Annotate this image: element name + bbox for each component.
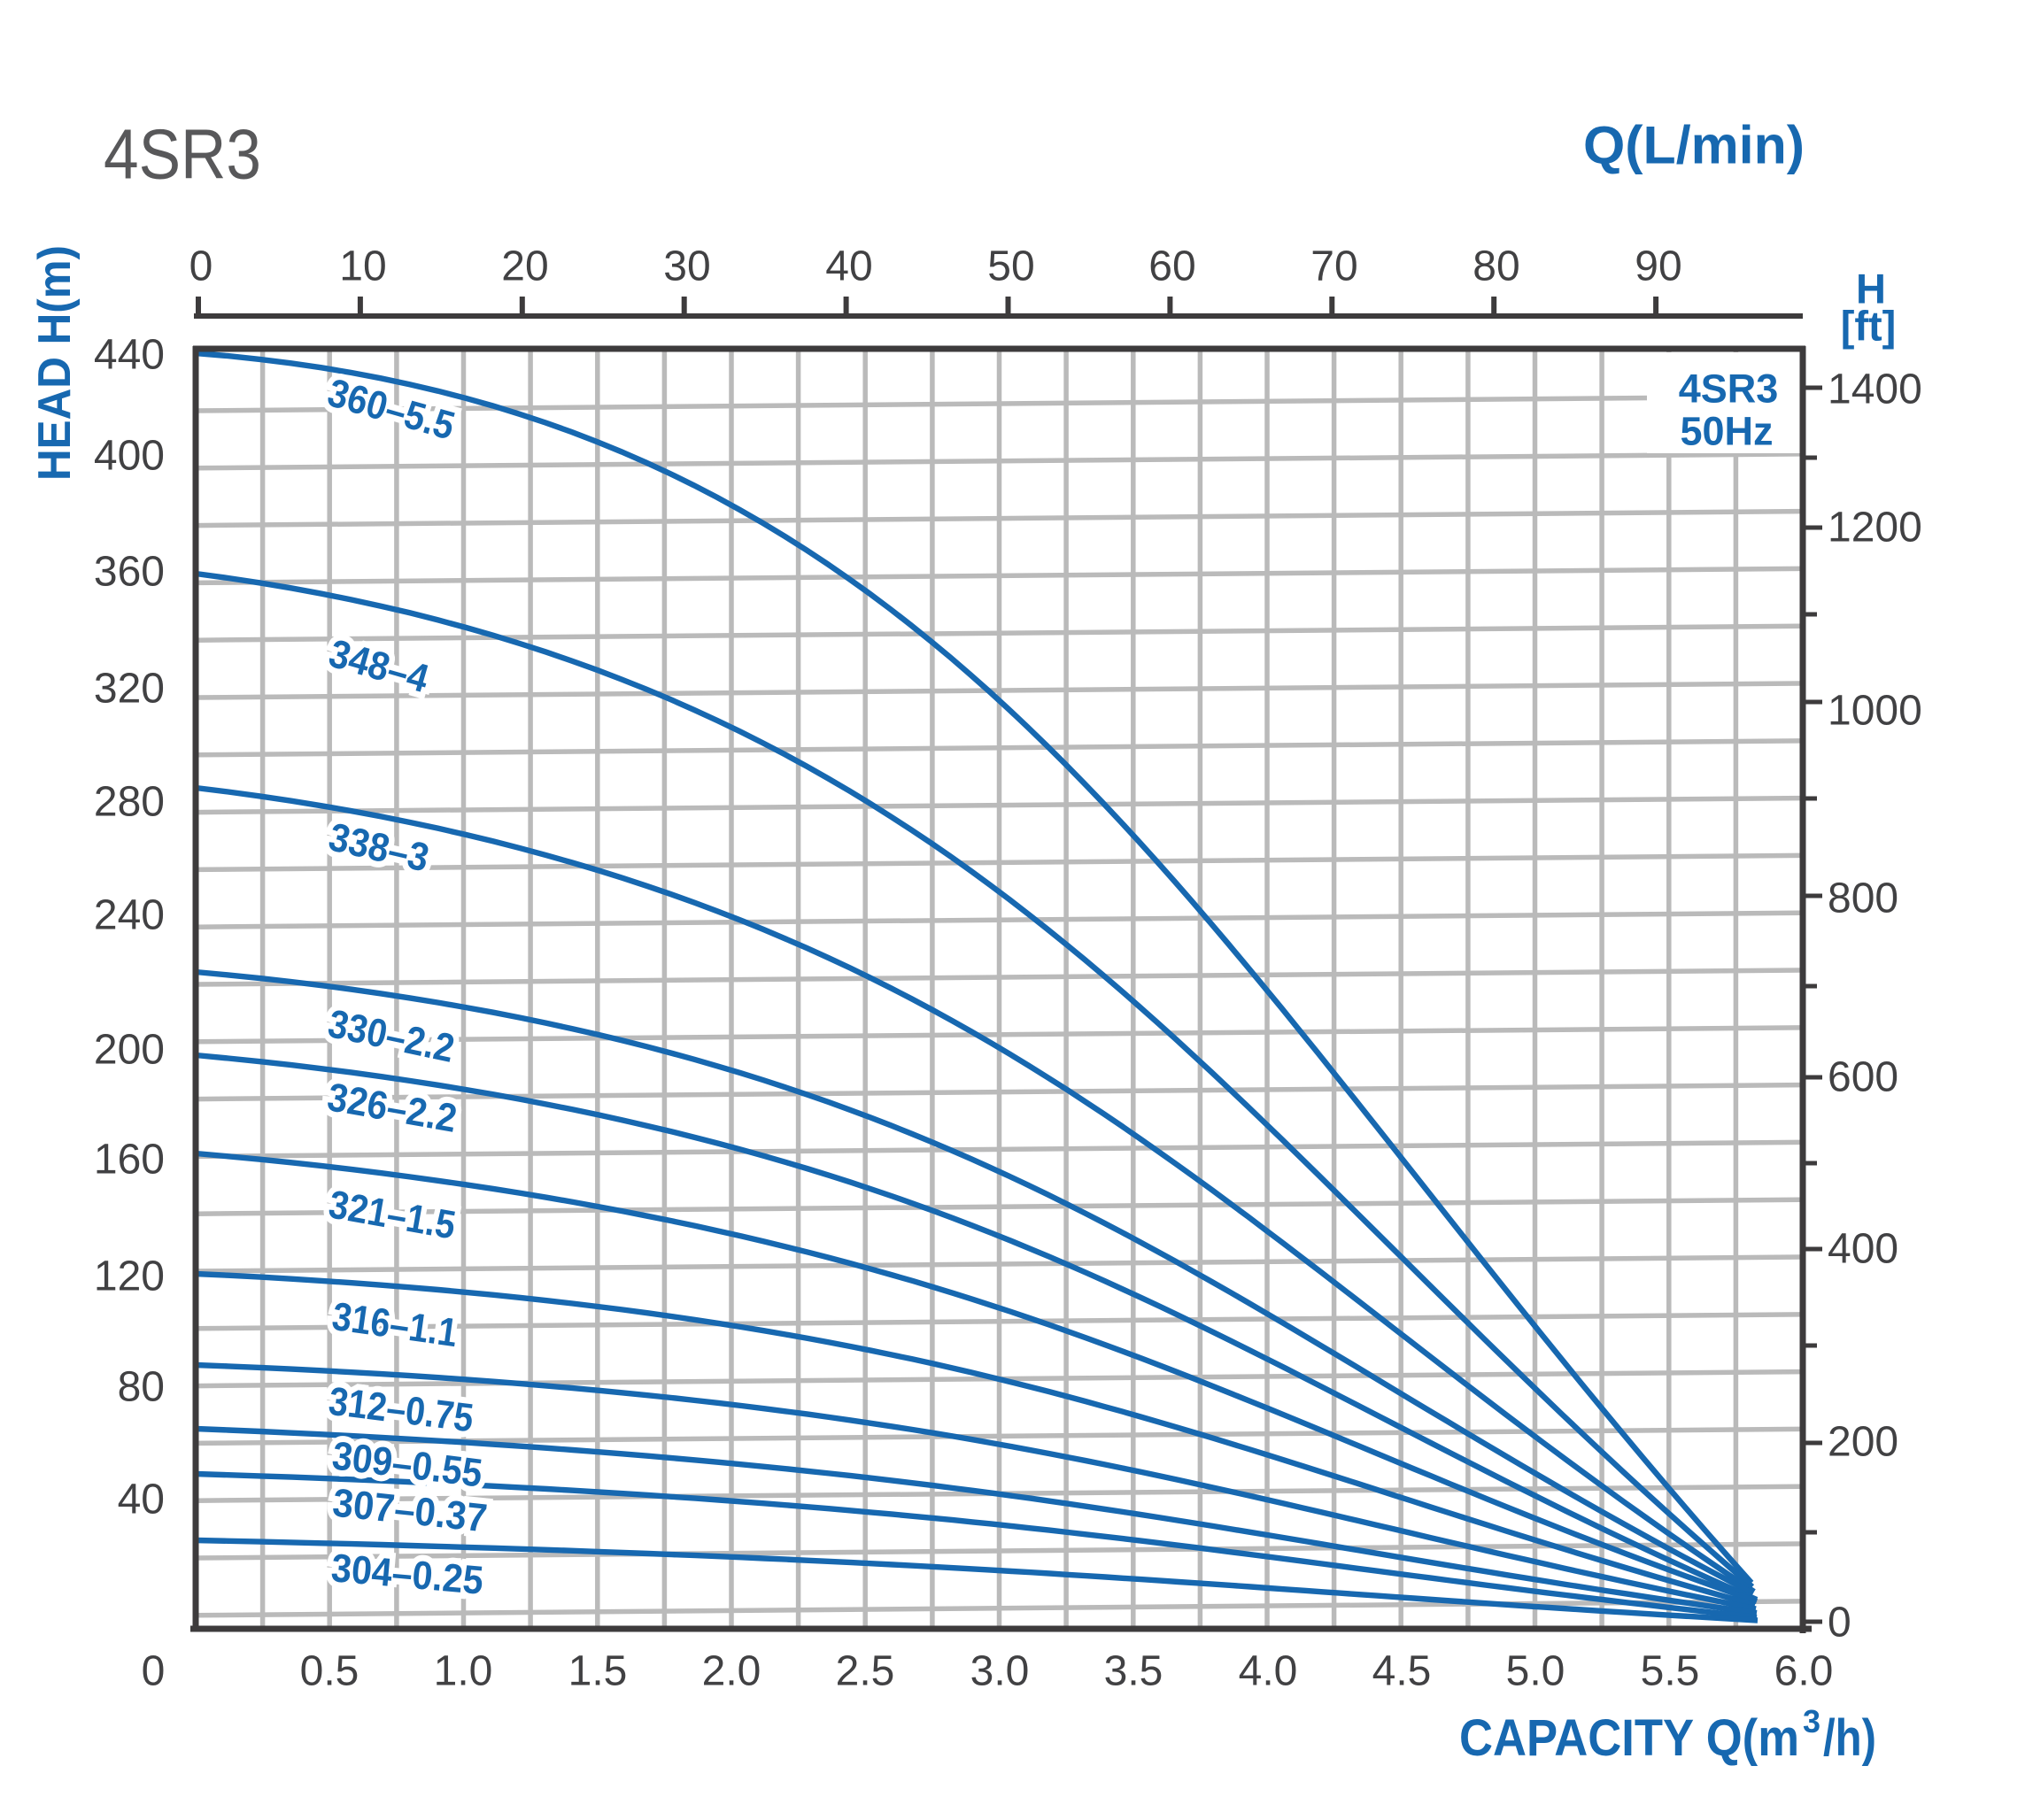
svg-text:2.5: 2.5 [836,1648,895,1695]
svg-text:1.5: 1.5 [568,1648,628,1695]
svg-text:1400: 1400 [1828,366,1922,413]
svg-text:/h): /h) [1823,1709,1876,1767]
svg-text:5.0: 5.0 [1506,1648,1565,1695]
svg-text:1200: 1200 [1828,505,1922,551]
svg-text:CAPACITY Q(m: CAPACITY Q(m [1459,1709,1799,1767]
svg-text:H: H [1856,266,1886,312]
svg-text:200: 200 [94,1027,165,1074]
svg-text:4SR3: 4SR3 [1679,366,1779,412]
svg-text:120: 120 [94,1253,165,1300]
svg-text:400: 400 [94,433,165,480]
svg-text:50: 50 [987,243,1034,290]
svg-text:90: 90 [1635,243,1681,290]
svg-text:[ft]: [ft] [1841,303,1897,350]
svg-text:800: 800 [1828,875,1898,922]
svg-text:40: 40 [118,1477,165,1523]
svg-text:600: 600 [1828,1054,1898,1101]
svg-text:440: 440 [94,332,165,379]
svg-text:320: 320 [94,666,165,713]
svg-text:360: 360 [94,549,165,596]
svg-text:0.5: 0.5 [300,1648,359,1695]
svg-text:1.0: 1.0 [434,1648,493,1695]
svg-text:3.5: 3.5 [1104,1648,1163,1695]
svg-text:3.0: 3.0 [970,1648,1030,1695]
svg-text:50Hz: 50Hz [1680,409,1773,454]
svg-text:40: 40 [825,243,872,290]
svg-text:200: 200 [1828,1419,1898,1466]
svg-text:10: 10 [339,243,386,290]
svg-text:6.0: 6.0 [1774,1648,1834,1695]
svg-text:20: 20 [501,243,548,290]
svg-text:3: 3 [1803,1703,1820,1739]
svg-text:1000: 1000 [1828,688,1922,735]
svg-text:0: 0 [189,243,213,290]
svg-text:Q(L/min): Q(L/min) [1583,116,1805,175]
svg-text:80: 80 [118,1364,165,1411]
svg-text:80: 80 [1473,243,1519,290]
svg-text:280: 280 [94,779,165,826]
svg-text:HEAD H(m): HEAD H(m) [29,245,81,481]
svg-text:4.5: 4.5 [1372,1648,1432,1695]
svg-text:2.0: 2.0 [702,1648,761,1695]
svg-text:60: 60 [1148,243,1195,290]
svg-text:0: 0 [142,1648,166,1695]
svg-text:4.0: 4.0 [1239,1648,1298,1695]
svg-text:70: 70 [1310,243,1357,290]
svg-text:5.5: 5.5 [1641,1648,1700,1695]
svg-text:4SR3: 4SR3 [104,115,261,194]
svg-text:160: 160 [94,1137,165,1184]
svg-text:0: 0 [1828,1600,1851,1646]
svg-text:400: 400 [1828,1226,1898,1273]
svg-text:30: 30 [663,243,710,290]
svg-text:240: 240 [94,892,165,939]
